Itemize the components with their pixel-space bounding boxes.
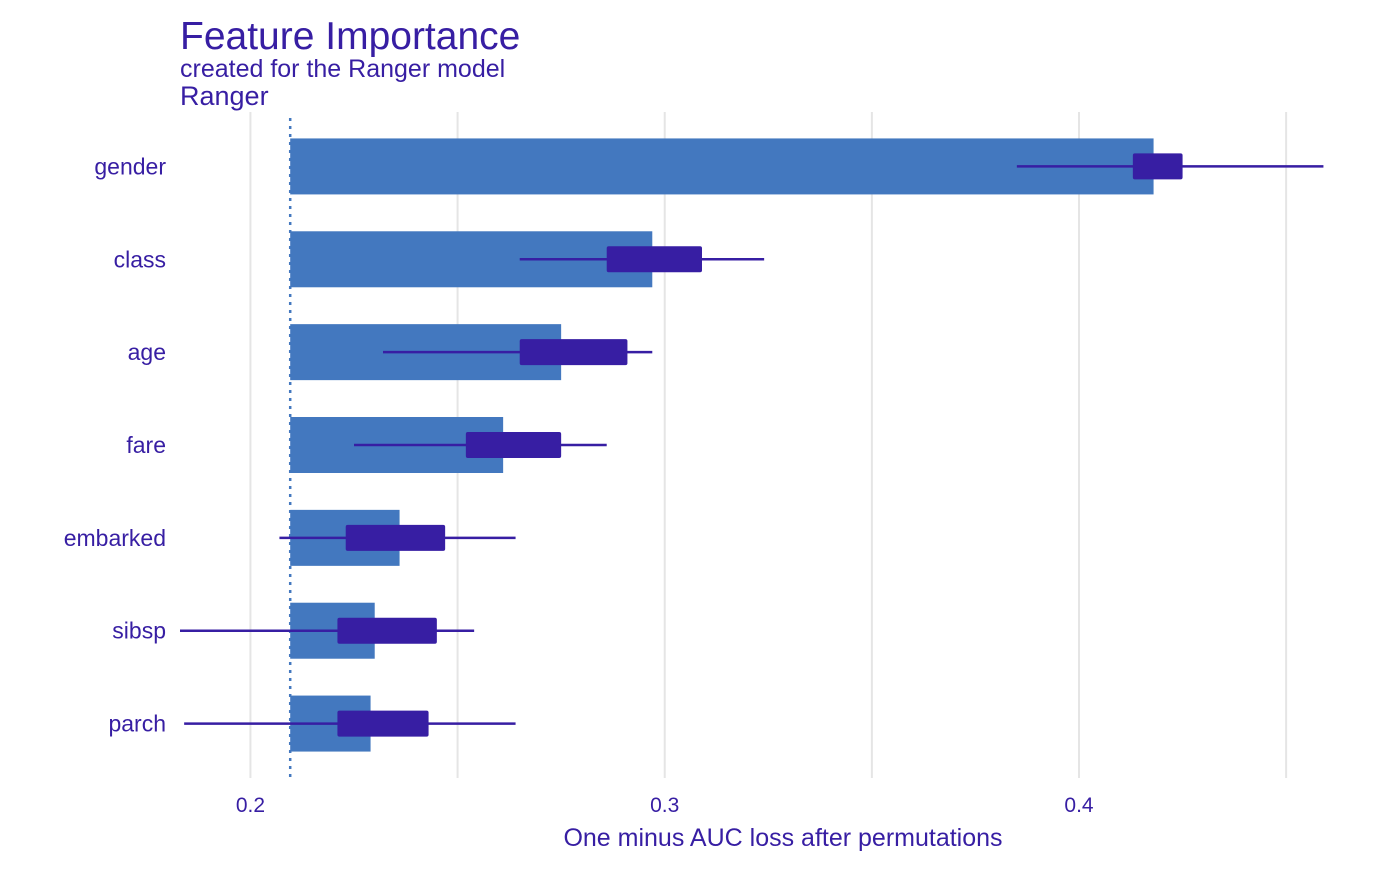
boxplot-layer [180, 153, 1324, 737]
y-label-sibsp: sibsp [112, 618, 166, 644]
box-gender [1132, 153, 1183, 180]
box-parch [337, 710, 429, 737]
x-axis-ticks: 0.2 0.3 0.4 [236, 794, 1094, 817]
grid-layer [249, 112, 1288, 778]
x-tick-label: 0.3 [650, 794, 679, 817]
box-sibsp [337, 617, 437, 644]
chart-title: Feature Importance [180, 15, 520, 58]
y-label-age: age [128, 339, 166, 365]
box-fare [465, 432, 562, 458]
x-tick-label: 0.4 [1064, 794, 1094, 817]
box-embarked [345, 524, 446, 551]
y-label-embarked: embarked [64, 525, 166, 551]
x-tick-label: 0.2 [236, 794, 265, 817]
y-label-class: class [114, 246, 166, 272]
y-label-parch: parch [108, 711, 166, 737]
chart-subtitle: created for the Ranger model [180, 55, 505, 83]
y-label-fare: fare [126, 432, 166, 458]
box-age [519, 339, 628, 366]
box-class [606, 246, 702, 273]
x-axis-title: One minus AUC loss after permutations [563, 824, 1002, 852]
y-axis-labels: gender class age fare embarked sibsp parch [64, 153, 167, 736]
y-label-gender: gender [94, 153, 166, 179]
bar-gender [290, 138, 1154, 195]
panel-label: Ranger [180, 81, 269, 111]
